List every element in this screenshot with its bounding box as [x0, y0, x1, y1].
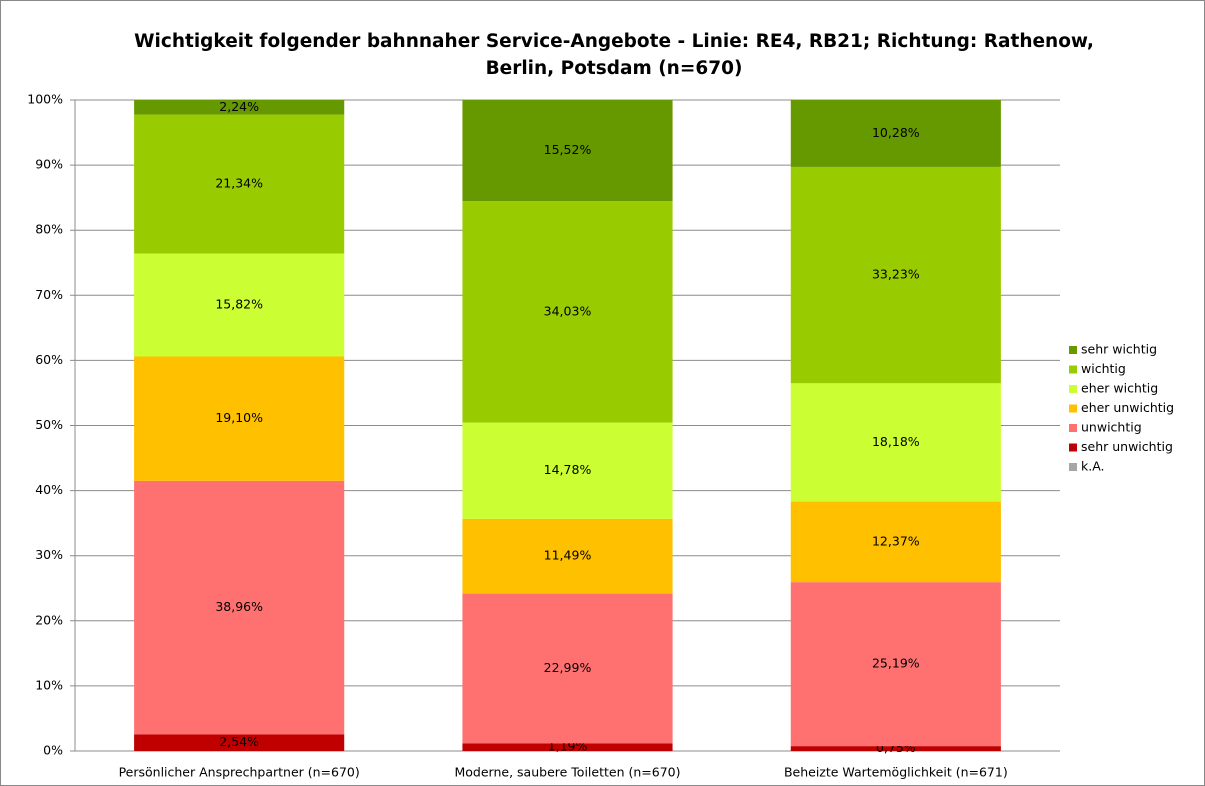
data-label: 21,34%	[215, 176, 263, 191]
y-tick-label: 100%	[27, 92, 63, 107]
data-label: 2,24%	[219, 99, 259, 114]
legend-label: sehr wichtig	[1081, 342, 1157, 357]
bar-segment	[462, 593, 673, 744]
bar-segment	[134, 734, 345, 751]
bar-segment	[462, 743, 673, 751]
legend-swatch	[1069, 424, 1077, 432]
bar-segment	[134, 253, 345, 357]
data-label: 15,82%	[215, 296, 263, 311]
bar-segment	[790, 383, 1001, 502]
bar-segment	[134, 480, 345, 735]
legend-label: eher wichtig	[1081, 381, 1158, 396]
y-tick-label: 50%	[35, 417, 63, 432]
data-label: 34,03%	[544, 303, 592, 318]
bar-segment	[134, 100, 345, 115]
legend-swatch	[1069, 346, 1077, 354]
data-label: 10,28%	[872, 125, 920, 140]
y-tick-label: 80%	[35, 222, 63, 237]
y-tick-label: 10%	[35, 677, 63, 692]
bar-segment	[462, 518, 673, 594]
x-tick-label: Persönlicher Ansprechpartner (n=670)	[119, 765, 360, 780]
legend-swatch	[1069, 463, 1077, 471]
bar-segment	[134, 114, 345, 254]
y-tick-label: 40%	[35, 482, 63, 497]
y-tick-label: 90%	[35, 157, 63, 172]
legend-swatch	[1069, 365, 1077, 374]
legend-label: unwichtig	[1081, 420, 1142, 435]
chart-title: Wichtigkeit folgender bahnnaher Service-…	[134, 31, 1094, 79]
data-label: 15,52%	[544, 142, 592, 157]
data-label: 2,54%	[219, 734, 259, 749]
legend-swatch	[1069, 404, 1077, 413]
bar-segment	[462, 201, 673, 423]
y-tick-label: 70%	[35, 287, 63, 302]
data-label: 11,49%	[544, 548, 592, 563]
x-tick-label: Moderne, saubere Toiletten (n=670)	[455, 765, 681, 780]
bar-segment	[790, 582, 1001, 747]
y-tick-label: 20%	[35, 612, 63, 627]
y-tick-label: 0%	[43, 743, 63, 758]
y-tick-label: 60%	[35, 352, 63, 367]
legend-swatch	[1069, 385, 1077, 393]
bar-segment	[790, 166, 1001, 384]
data-label: 22,99%	[544, 660, 592, 675]
data-label: 14,78%	[544, 462, 592, 477]
bar-segment	[790, 100, 1001, 167]
data-label: 12,37%	[872, 533, 920, 548]
legend-label: eher unwichtig	[1081, 400, 1174, 415]
x-tick-label: Beheizte Wartemöglichkeit (n=671)	[784, 765, 1008, 780]
bar-segment	[790, 746, 1001, 751]
data-label: 33,23%	[872, 267, 920, 282]
legend-swatch	[1069, 443, 1077, 452]
legend-label: wichtig	[1081, 361, 1126, 376]
legend-label: k.A.	[1081, 459, 1105, 474]
data-label: 25,19%	[872, 656, 920, 671]
data-label: 18,18%	[872, 434, 920, 449]
data-label: 19,10%	[215, 410, 263, 425]
bar-segment	[462, 422, 673, 519]
y-tick-label: 30%	[35, 547, 63, 562]
legend-label: sehr unwichtig	[1081, 439, 1173, 454]
bar-segment	[134, 356, 345, 481]
bar-segment	[462, 100, 673, 202]
bar-segment	[790, 501, 1001, 583]
data-label: 38,96%	[215, 599, 263, 614]
